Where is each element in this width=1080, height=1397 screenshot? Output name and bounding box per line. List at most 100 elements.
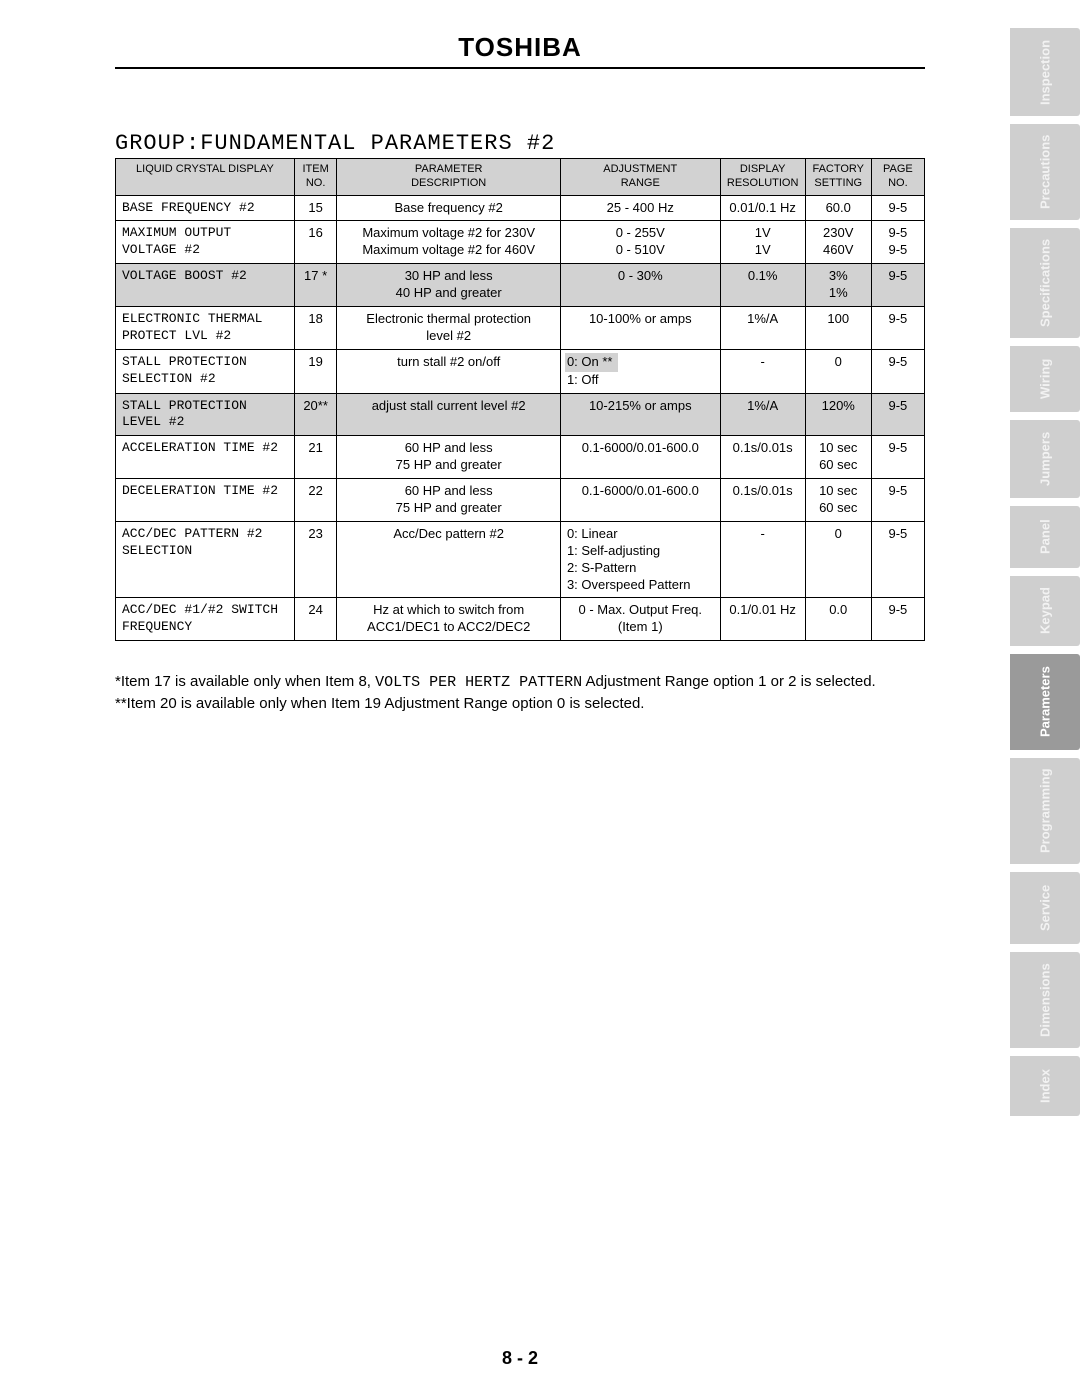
cell-lcd: ACC/DEC PATTERN #2 SELECTION <box>116 521 295 598</box>
cell-lcd: ELECTRONIC THERMAL PROTECT LVL #2 <box>116 306 295 349</box>
cell-lcd: ACC/DEC #1/#2 SWITCH FREQUENCY <box>116 598 295 641</box>
side-tab[interactable]: Jumpers <box>1010 420 1080 498</box>
side-tab[interactable]: Service <box>1010 872 1080 944</box>
side-tab[interactable]: Keypad <box>1010 576 1080 646</box>
cell-desc: Base frequency #2 <box>337 195 561 221</box>
parameter-table: LIQUID CRYSTAL DISPLAY ITEMNO. PARAMETER… <box>115 158 925 641</box>
cell-fact: 60.0 <box>805 195 871 221</box>
table-head: LIQUID CRYSTAL DISPLAY ITEMNO. PARAMETER… <box>116 159 925 196</box>
cell-desc: 30 HP and less 40 HP and greater <box>337 264 561 307</box>
cell-range: 0: Linear 1: Self-adjusting 2: S-Pattern… <box>560 521 720 598</box>
brand-title: TOSHIBA <box>115 32 925 63</box>
cell-itemno: 17 * <box>294 264 337 307</box>
cell-pg: 9-5 9-5 <box>871 221 924 264</box>
footnotes: *Item 17 is available only when Item 8, … <box>115 671 925 714</box>
side-tab[interactable]: Parameters <box>1010 654 1080 750</box>
cell-range: 10-100% or amps <box>560 306 720 349</box>
col-item: ITEMNO. <box>294 159 337 196</box>
cell-range: 0 - 30% <box>560 264 720 307</box>
cell-fact: 10 sec 60 sec <box>805 436 871 479</box>
cell-pg: 9-5 <box>871 349 924 393</box>
cell-range: 0: On **1: Off <box>560 349 720 393</box>
cell-pg: 9-5 <box>871 436 924 479</box>
cell-lcd: DECELERATION TIME #2 <box>116 479 295 522</box>
table-row: STALL PROTECTION SELECTION #219turn stal… <box>116 349 925 393</box>
footnote-2: **Item 20 is available only when Item 19… <box>115 693 925 714</box>
side-tab[interactable]: Index <box>1010 1056 1080 1116</box>
table-row: ACC/DEC #1/#2 SWITCH FREQUENCY24Hz at wh… <box>116 598 925 641</box>
col-lcd: LIQUID CRYSTAL DISPLAY <box>116 159 295 196</box>
footnote-1-post: Adjustment Range option 1 or 2 is select… <box>582 673 876 690</box>
cell-res: - <box>720 521 805 598</box>
side-tab[interactable]: Precautions <box>1010 124 1080 220</box>
table-row: MAXIMUM OUTPUT VOLTAGE #216Maximum volta… <box>116 221 925 264</box>
cell-range: 25 - 400 Hz <box>560 195 720 221</box>
footnote-1: *Item 17 is available only when Item 8, … <box>115 671 925 693</box>
cell-fact: 230V 460V <box>805 221 871 264</box>
cell-itemno: 24 <box>294 598 337 641</box>
side-tab[interactable]: Panel <box>1010 506 1080 568</box>
cell-fact: 0 <box>805 349 871 393</box>
cell-pg: 9-5 <box>871 521 924 598</box>
side-tab[interactable]: Programming <box>1010 758 1080 864</box>
cell-itemno: 18 <box>294 306 337 349</box>
footnote-1-pre: *Item 17 is available only when Item 8, <box>115 673 375 690</box>
side-tab[interactable]: Inspection <box>1010 28 1080 116</box>
cell-fact: 0.0 <box>805 598 871 641</box>
cell-fact: 120% <box>805 393 871 436</box>
col-fact: FACTORYSETTING <box>805 159 871 196</box>
cell-desc: Maximum voltage #2 for 230V Maximum volt… <box>337 221 561 264</box>
cell-pg: 9-5 <box>871 264 924 307</box>
cell-desc: Hz at which to switch from ACC1/DEC1 to … <box>337 598 561 641</box>
table-body: BASE FREQUENCY #215Base frequency #225 -… <box>116 195 925 641</box>
col-page: PAGENO. <box>871 159 924 196</box>
cell-lcd: STALL PROTECTION LEVEL #2 <box>116 393 295 436</box>
cell-lcd: ACCELERATION TIME #2 <box>116 436 295 479</box>
footnote-1-mono: VOLTS PER HERTZ PATTERN <box>375 674 582 691</box>
cell-desc: 60 HP and less 75 HP and greater <box>337 479 561 522</box>
cell-pg: 9-5 <box>871 479 924 522</box>
side-tabs: Inspection Precautions Specifications Wirin… <box>1010 28 1080 1124</box>
table-row: ELECTRONIC THERMAL PROTECT LVL #218Elect… <box>116 306 925 349</box>
cell-res: 1V 1V <box>720 221 805 264</box>
cell-res: 1%/A <box>720 306 805 349</box>
table-row: BASE FREQUENCY #215Base frequency #225 -… <box>116 195 925 221</box>
cell-pg: 9-5 <box>871 195 924 221</box>
cell-lcd: VOLTAGE BOOST #2 <box>116 264 295 307</box>
page: TOSHIBA GROUP:FUNDAMENTAL PARAMETERS #2 … <box>115 0 925 1397</box>
cell-itemno: 23 <box>294 521 337 598</box>
cell-range: 0 - Max. Output Freq. (Item 1) <box>560 598 720 641</box>
cell-fact: 100 <box>805 306 871 349</box>
cell-lcd: BASE FREQUENCY #2 <box>116 195 295 221</box>
cell-itemno: 15 <box>294 195 337 221</box>
cell-desc: turn stall #2 on/off <box>337 349 561 393</box>
col-res: DISPLAYRESOLUTION <box>720 159 805 196</box>
cell-desc: Acc/Dec pattern #2 <box>337 521 561 598</box>
parameter-table-wrap: LIQUID CRYSTAL DISPLAY ITEMNO. PARAMETER… <box>115 158 925 641</box>
cell-fact: 10 sec 60 sec <box>805 479 871 522</box>
cell-fact: 3% 1% <box>805 264 871 307</box>
page-header: TOSHIBA <box>115 0 925 69</box>
header-rule <box>115 67 925 69</box>
cell-fact: 0 <box>805 521 871 598</box>
cell-desc: 60 HP and less 75 HP and greater <box>337 436 561 479</box>
side-tab[interactable]: Specifications <box>1010 228 1080 338</box>
cell-itemno: 21 <box>294 436 337 479</box>
table-row: STALL PROTECTION LEVEL #220**adjust stal… <box>116 393 925 436</box>
cell-itemno: 16 <box>294 221 337 264</box>
cell-res: 1%/A <box>720 393 805 436</box>
cell-desc: Electronic thermal protection level #2 <box>337 306 561 349</box>
cell-res: 0.1s/0.01s <box>720 436 805 479</box>
cell-res: 0.1/0.01 Hz <box>720 598 805 641</box>
cell-range: 0.1-6000/0.01-600.0 <box>560 436 720 479</box>
cell-res: 0.01/0.1 Hz <box>720 195 805 221</box>
cell-res: - <box>720 349 805 393</box>
page-number: 8 - 2 <box>115 1348 925 1369</box>
cell-itemno: 20** <box>294 393 337 436</box>
table-row: ACCELERATION TIME #22160 HP and less 75 … <box>116 436 925 479</box>
cell-range: 0 - 255V 0 - 510V <box>560 221 720 264</box>
side-tab[interactable]: Dimensions <box>1010 952 1080 1048</box>
cell-lcd: MAXIMUM OUTPUT VOLTAGE #2 <box>116 221 295 264</box>
side-tab[interactable]: Wiring <box>1010 346 1080 412</box>
cell-pg: 9-5 <box>871 306 924 349</box>
